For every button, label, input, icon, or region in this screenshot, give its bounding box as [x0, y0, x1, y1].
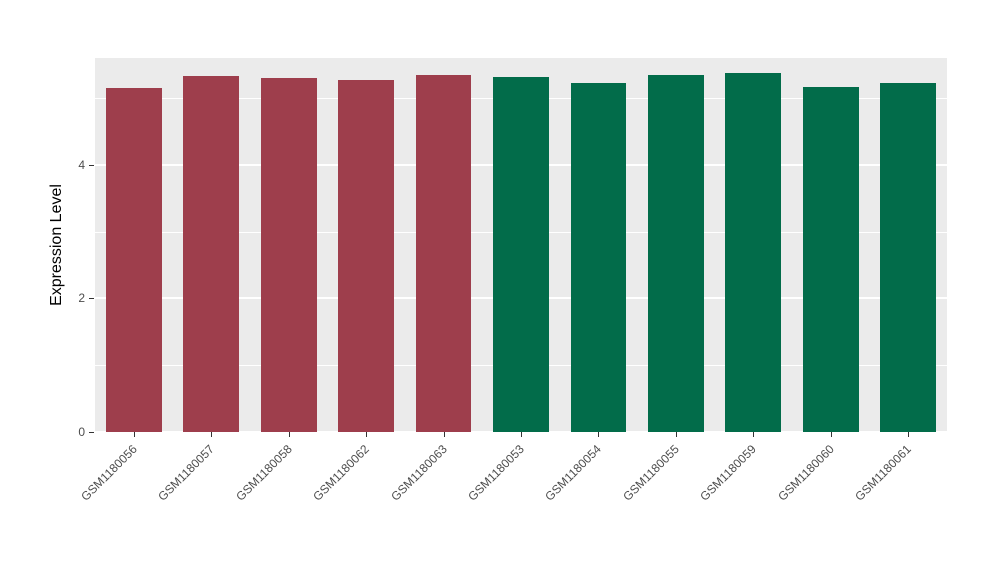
x-tick-label: GSM1180063 — [387, 442, 450, 504]
bar — [415, 75, 472, 432]
x-tick-mark — [133, 432, 135, 437]
x-tick-label: GSM1180058 — [232, 442, 295, 504]
x-tick-mark — [443, 432, 445, 437]
x-tick-mark — [908, 432, 910, 437]
x-tick-mark — [830, 432, 832, 437]
bar — [260, 78, 317, 432]
x-tick-label: GSM1180054 — [542, 442, 605, 504]
plot-panel — [95, 58, 947, 433]
x-tick-mark — [288, 432, 290, 437]
bar — [493, 77, 549, 432]
x-tick-label: GSM1180060 — [775, 442, 837, 504]
y-tick-label: 0 — [78, 425, 85, 439]
x-tick-label: GSM1180059 — [697, 442, 760, 504]
y-tick-label: 4 — [78, 157, 85, 172]
y-tick-mark — [89, 164, 94, 166]
y-tick-mark — [89, 432, 94, 433]
x-tick-mark — [211, 432, 213, 437]
x-tick-label: GSM1180056 — [77, 442, 140, 504]
bar — [105, 88, 162, 432]
bar — [880, 82, 937, 432]
y-axis-title: Expression Level — [48, 184, 65, 306]
x-tick-mark — [753, 432, 755, 437]
bar — [648, 74, 704, 432]
x-tick-label: GSM1180062 — [310, 442, 372, 504]
x-tick-mark — [675, 432, 677, 437]
bar — [338, 80, 394, 432]
x-tick-label: GSM1180053 — [465, 442, 527, 504]
x-tick-label: GSM1180055 — [620, 442, 682, 504]
bar — [183, 76, 240, 432]
y-tick-label: 2 — [78, 291, 85, 306]
bar — [725, 72, 782, 432]
x-tick-label: GSM1180057 — [155, 442, 218, 504]
x-tick-mark — [598, 432, 600, 437]
x-tick-mark — [521, 432, 522, 437]
x-tick-label: GSM1180061 — [852, 442, 915, 504]
x-tick-mark — [366, 432, 368, 437]
bar — [570, 83, 627, 432]
y-tick-mark — [89, 298, 94, 300]
bar — [802, 87, 859, 432]
